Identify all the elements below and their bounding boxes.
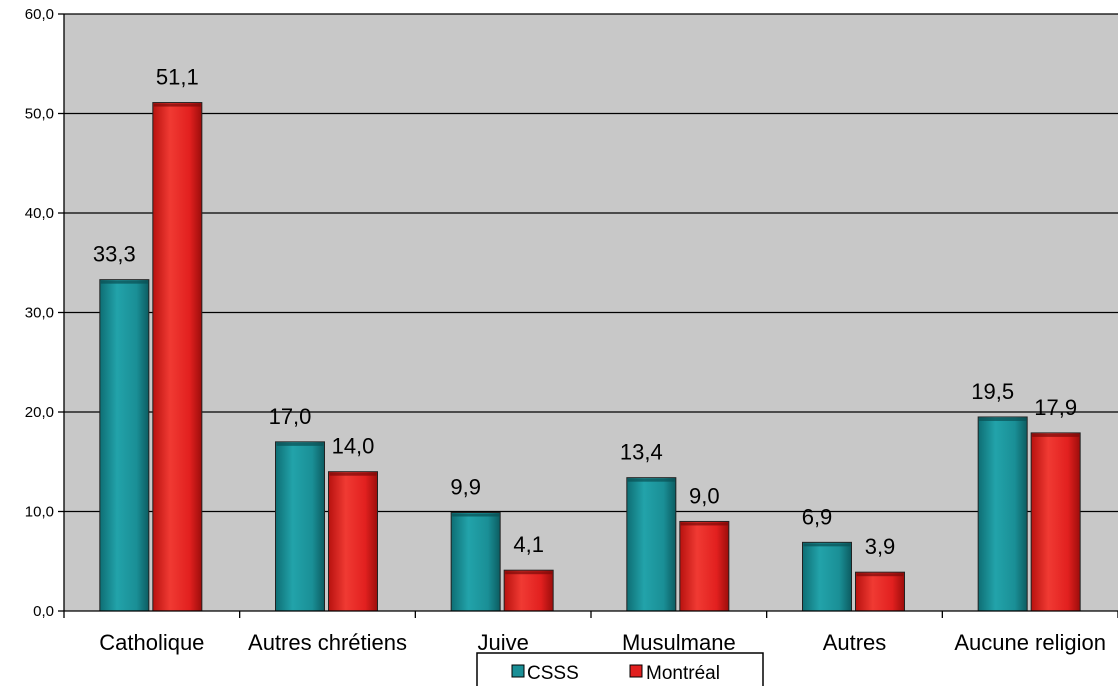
bar-top-bevel [505, 571, 553, 575]
x-category-label-aucune-religion: Aucune religion [954, 630, 1106, 655]
x-category-label-musulmane: Musulmane [622, 630, 736, 655]
legend-swatch-montreal [629, 664, 643, 678]
x-category-label-autres-chretiens: Autres chrétiens [248, 630, 407, 655]
legend-box [476, 652, 764, 686]
bar-csss-autres [802, 541, 852, 612]
bar-csss-autres-chretiens [275, 441, 325, 612]
data-label-montreal-autres: 3,9 [865, 534, 896, 559]
bar-top-bevel [803, 543, 851, 547]
data-label-csss-autres: 6,9 [802, 504, 833, 529]
data-label-montreal-aucune-religion: 17,9 [1034, 395, 1077, 420]
y-tick-label: 40,0 [25, 205, 54, 222]
legend-label-csss: CSSS [527, 663, 579, 684]
bar-csss-juive [450, 511, 501, 612]
bar-top-bevel [276, 442, 324, 446]
y-tick-label: 50,0 [25, 106, 54, 123]
y-tick-label: 60,0 [25, 6, 54, 23]
gridlines [64, 13, 1118, 513]
bar-csss-catholique [99, 279, 150, 612]
bar-csss-musulmane [626, 477, 677, 612]
legend-label-montreal: Montréal [646, 663, 720, 684]
x-category-label-catholique: Catholique [99, 630, 204, 655]
data-label-csss-catholique: 33,3 [93, 242, 136, 267]
y-tick-label: 30,0 [25, 305, 54, 322]
bar-top-bevel [680, 522, 728, 526]
bar-top-bevel [627, 478, 675, 482]
bar-top-bevel [329, 472, 377, 476]
x-category-label-juive: Juive [477, 630, 528, 655]
legend: CSSS Montréal [476, 652, 764, 686]
y-axis: 0,0 10,0 20,0 30,0 40,0 50,0 60,0 [25, 6, 65, 620]
data-labels: 33,3 51,1 17,0 14,0 9,9 4,1 13,4 9,0 6,9 3,9 19,5 1… [93, 65, 1077, 560]
bar-montreal-juive [503, 569, 554, 612]
bar-csss-aucune-religion [977, 416, 1028, 612]
data-label-csss-juive: 9,9 [450, 474, 481, 499]
bar-montreal-catholique [152, 102, 203, 612]
data-label-montreal-autres-chretiens: 14,0 [332, 434, 375, 459]
y-tick-label: 20,0 [25, 404, 54, 421]
data-label-montreal-juive: 4,1 [513, 532, 544, 557]
y-tick-label: 10,0 [25, 504, 54, 521]
data-label-montreal-catholique: 51,1 [156, 65, 199, 90]
x-category-label-autres: Autres [823, 630, 887, 655]
bar-top-bevel [452, 513, 500, 517]
bar-montreal-autres [855, 571, 905, 612]
bar-montreal-autres-chretiens [328, 471, 378, 612]
data-label-csss-musulmane: 13,4 [620, 440, 663, 465]
bar-top-bevel [100, 280, 148, 284]
bar-montreal-aucune-religion [1030, 432, 1081, 612]
bar-top-bevel [153, 103, 201, 107]
bar-top-bevel [856, 573, 904, 577]
data-label-montreal-musulmane: 9,0 [689, 483, 720, 508]
bar-montreal-musulmane [679, 520, 730, 612]
legend-swatch-csss [511, 664, 525, 678]
bars [99, 102, 1081, 612]
bar-top-bevel [1032, 433, 1080, 437]
x-axis: Catholique Autres chrétiens Juive Musulmane… [63, 610, 1118, 655]
bar-top-bevel [979, 417, 1027, 421]
data-label-csss-autres-chretiens: 17,0 [269, 404, 312, 429]
data-label-csss-aucune-religion: 19,5 [971, 379, 1014, 404]
y-tick-label: 0,0 [33, 603, 54, 620]
